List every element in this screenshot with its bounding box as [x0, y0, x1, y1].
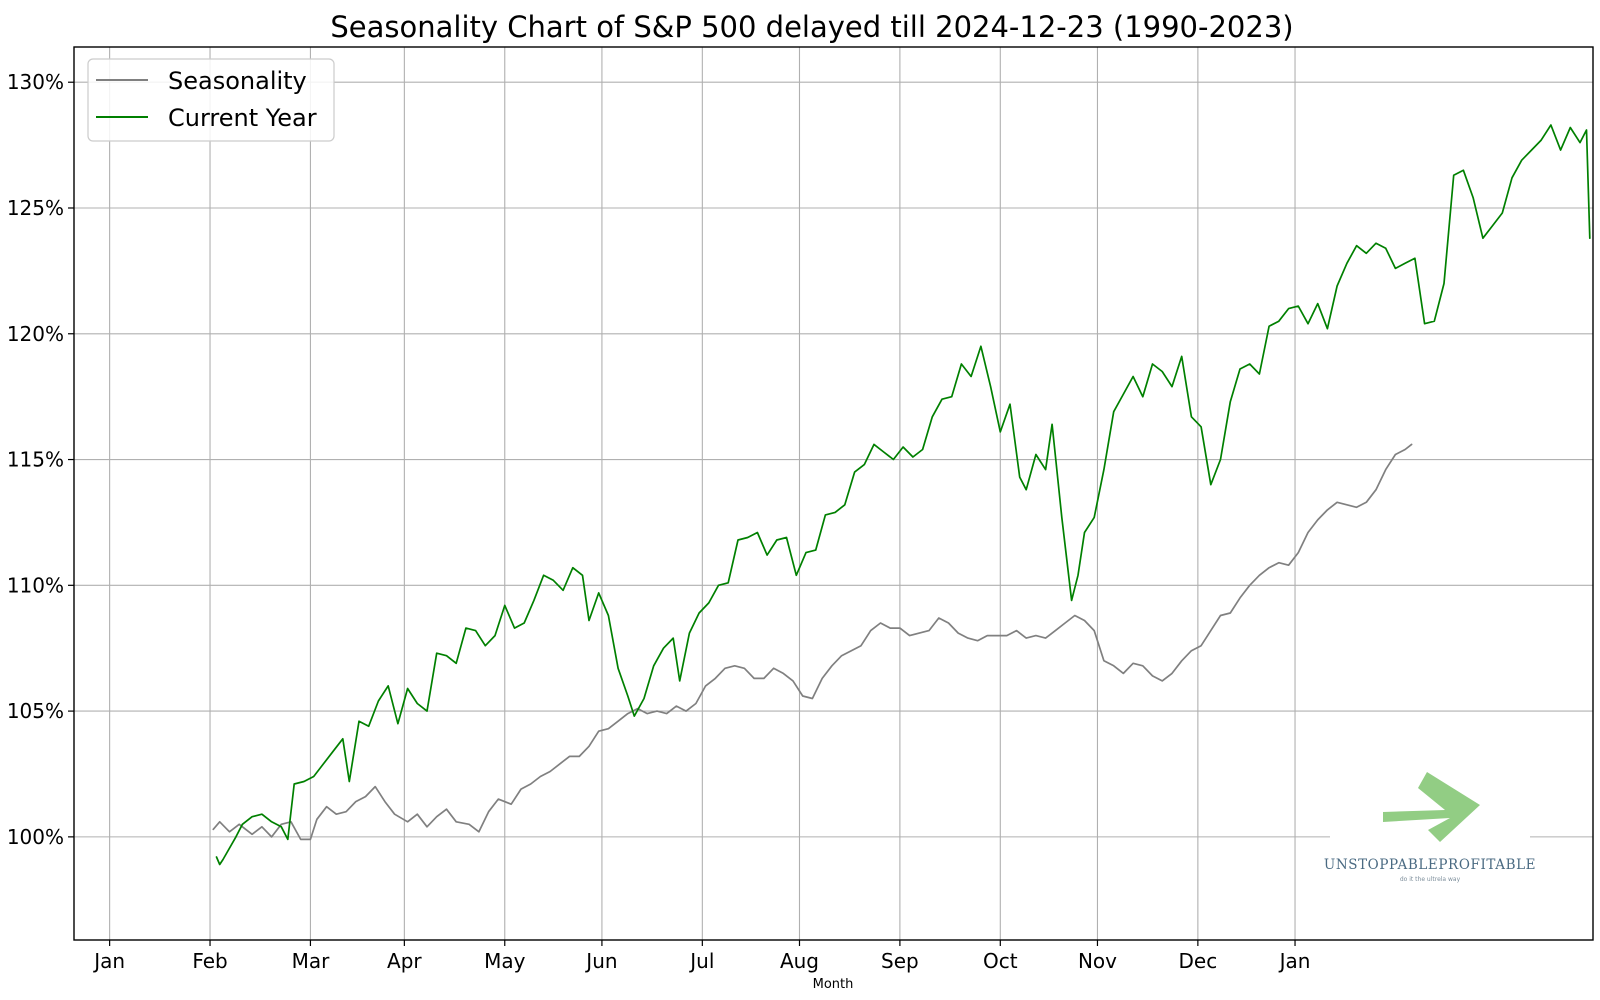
x-tick-label: Feb — [192, 949, 227, 973]
x-tick-label: Nov — [1078, 949, 1117, 973]
x-tick-label: Jan — [92, 949, 125, 973]
plot-frame — [73, 46, 1594, 941]
y-tick-label: 115% — [7, 448, 64, 472]
x-tick-label: Mar — [292, 949, 331, 973]
x-tick-label: May — [484, 949, 526, 973]
x-tick-label: Apr — [387, 949, 422, 973]
y-tick-label: 110% — [7, 573, 64, 597]
watermark-logo: UNSTOPPABLEPROFITABLE do it the ultrela … — [1324, 725, 1536, 925]
x-tick-label: Jun — [584, 949, 617, 973]
x-tick-label: Aug — [780, 949, 819, 973]
x-axis-ticks: Jan Feb Mar Apr May Jun Jul Aug Sep Oct Nov Dec Jan — [92, 940, 1310, 973]
x-tick-label: Sep — [881, 949, 919, 973]
x-axis-label: Month — [813, 977, 854, 992]
x-tick-label: Jul — [688, 949, 714, 973]
x-tick-label: Jan — [1278, 949, 1311, 973]
watermark-tagline: do it the ultrela way — [1400, 876, 1461, 883]
grid-lines — [74, 47, 1593, 940]
y-tick-label: 105% — [7, 699, 64, 723]
series-line-current-year — [215, 124, 1591, 866]
y-tick-label: 130% — [7, 70, 64, 94]
legend: Seasonality Current Year — [87, 58, 335, 142]
y-axis-ticks: 100% 105% 110% 115% 120% 125% 130% — [7, 70, 74, 849]
chart-title: Seasonality Chart of S&P 500 delayed til… — [330, 10, 1293, 44]
watermark-brand-name: UNSTOPPABLEPROFITABLE — [1324, 857, 1536, 873]
x-tick-label: Dec — [1179, 949, 1218, 973]
series-line-seasonality — [212, 443, 1413, 841]
legend-frame — [87, 58, 335, 142]
legend-label-current-year: Current Year — [168, 104, 317, 132]
legend-label-seasonality: Seasonality — [168, 67, 307, 95]
series-layer — [212, 124, 1591, 866]
watermark-backdrop — [1330, 725, 1530, 925]
y-tick-label: 120% — [7, 322, 64, 346]
arrow-logo-icon — [1383, 772, 1480, 842]
x-tick-label: Oct — [983, 949, 1018, 973]
y-tick-label: 100% — [7, 825, 64, 849]
y-tick-label: 125% — [7, 196, 64, 220]
